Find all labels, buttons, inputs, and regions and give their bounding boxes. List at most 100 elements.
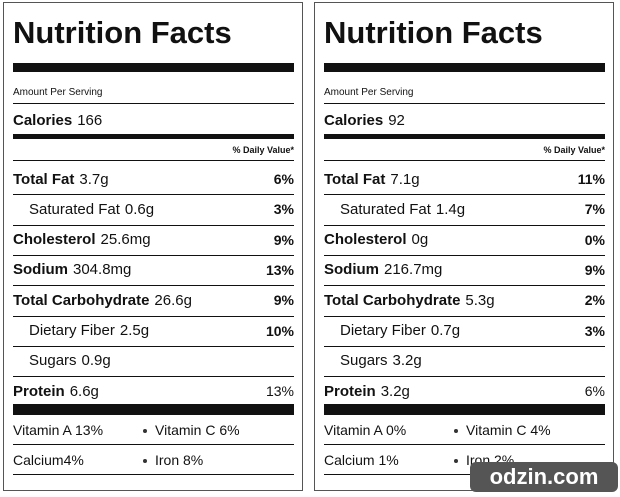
vitamin: Vitamin C 4% (466, 422, 551, 439)
nutrient-name: Sugars (29, 352, 77, 370)
bullet (454, 429, 458, 434)
nutrient-amount: 166 (77, 111, 103, 129)
nutrient-row: Calories 92 (324, 110, 605, 130)
nutrient-row: Sugars 0.9g (29, 351, 294, 371)
rule (324, 444, 605, 446)
nutrient-row: Protein 6.6g 13% (13, 381, 294, 401)
nutrient-amount: 6.6g (69, 382, 99, 400)
nutrient-amount: 0g (411, 231, 429, 249)
daily-value: 13% (265, 261, 294, 278)
nutrient-row: Cholesterol 0g 0% (324, 230, 605, 250)
rule (324, 194, 605, 196)
daily-value: 9% (584, 261, 605, 278)
rule (13, 254, 294, 256)
nutrient-name: Total Carbohydrate (13, 291, 150, 309)
rule (13, 376, 294, 378)
nutrient-row: Protein 3.2g 6% (324, 381, 605, 401)
nutrient-amount: 3.2g (392, 352, 422, 370)
rule (13, 474, 294, 476)
nutrient-row: Dietary Fiber 2.5g 10% (29, 321, 294, 341)
nutrition-label: Nutrition Facts Amount Per Serving Calorie… (3, 2, 303, 491)
nutrient-row: Sodium 216.7mg 9% (324, 260, 605, 280)
rule (13, 160, 294, 161)
nutrient-amount: 92 (388, 111, 405, 129)
daily-value: 7% (584, 201, 605, 218)
nutrient-name: Protein (324, 382, 376, 400)
nutrient-name: Sugars (340, 352, 388, 370)
nutrient-amount: 7.1g (390, 170, 420, 188)
bullet (143, 429, 147, 434)
nutrient-row: Dietary Fiber 0.7g 3% (340, 321, 605, 341)
daily-value-header: % Daily Value* (232, 145, 294, 155)
nutrient-amount: 1.4g (435, 200, 466, 218)
rule (324, 474, 605, 476)
nutrient-amount: 0.9g (81, 352, 111, 370)
nutrient-row: Total Fat 7.1g 11% (324, 169, 605, 189)
rule (324, 315, 605, 317)
rule (13, 404, 294, 416)
bullet (454, 459, 458, 464)
rule (324, 63, 605, 72)
title: Nutrition Facts (324, 15, 543, 50)
vitamin: Vitamin A 13% (13, 422, 104, 439)
nutrient-amount: 3.2g (380, 382, 410, 400)
rule (324, 404, 605, 416)
nutrient-row: Total Fat 3.7g 6% (13, 169, 294, 189)
amount-per-serving: Amount Per Serving (324, 87, 414, 98)
title: Nutrition Facts (13, 15, 232, 50)
rule (324, 134, 605, 139)
nutrition-label: Nutrition Facts Amount Per Serving Calorie… (314, 2, 614, 491)
rule (324, 285, 605, 287)
daily-value: 3% (273, 201, 294, 218)
rule (13, 315, 294, 317)
nutrient-name: Sodium (13, 261, 68, 279)
daily-value: 10% (265, 322, 294, 339)
vitamin: Vitamin C 6% (155, 422, 240, 439)
nutrient-row: Cholesterol 25.6mg 9% (13, 230, 294, 250)
nutrient-amount: 304.8mg (73, 261, 132, 279)
vitamin: Iron 8% (155, 452, 204, 469)
nutrient-row: Saturated Fat 0.6g 3% (29, 199, 294, 219)
nutrient-name: Cholesterol (324, 231, 407, 249)
vitamin: Calcium 1% (324, 452, 399, 469)
nutrient-amount: 0.6g (124, 200, 155, 218)
nutrient-name: Cholesterol (13, 231, 96, 249)
nutrient-name: Saturated Fat (29, 200, 120, 218)
nutrient-amount: 5.3g (465, 291, 495, 309)
rule (13, 444, 294, 446)
nutrient-name: Total Fat (13, 170, 75, 188)
rule (324, 254, 605, 256)
daily-value: 13% (265, 383, 294, 400)
daily-value: 2% (584, 292, 605, 309)
nutrient-name: Calories (324, 111, 384, 129)
nutrient-row: Sodium 304.8mg 13% (13, 260, 294, 280)
bullet (143, 459, 147, 464)
rule (324, 103, 605, 104)
rule (13, 134, 294, 139)
nutrient-amount: 25.6mg (100, 231, 151, 249)
daily-value: 6% (584, 383, 605, 400)
rule (13, 285, 294, 287)
nutrient-row: Saturated Fat 1.4g 7% (340, 199, 605, 219)
watermark: odzin.com (470, 462, 618, 492)
rule (13, 345, 294, 347)
nutrient-name: Sodium (324, 261, 379, 279)
nutrient-name: Total Fat (324, 170, 386, 188)
daily-value-header: % Daily Value* (543, 145, 605, 155)
nutrient-row: Sugars 3.2g (340, 351, 605, 371)
daily-value: 11% (577, 171, 605, 187)
rule (324, 376, 605, 378)
vitamin: Calcium4% (13, 452, 84, 469)
nutrient-name: Dietary Fiber (340, 322, 426, 339)
rule (13, 194, 294, 196)
nutrient-amount: 3.7g (79, 170, 109, 188)
daily-value: 6% (273, 171, 294, 187)
nutrient-amount: 216.7mg (384, 261, 443, 279)
rule (13, 103, 294, 104)
nutrient-amount: 2.5g (119, 322, 150, 339)
nutrient-name: Total Carbohydrate (324, 291, 461, 309)
rule (13, 63, 294, 72)
nutrient-name: Calories (13, 111, 73, 129)
nutrient-row: Total Carbohydrate 5.3g 2% (324, 290, 605, 310)
